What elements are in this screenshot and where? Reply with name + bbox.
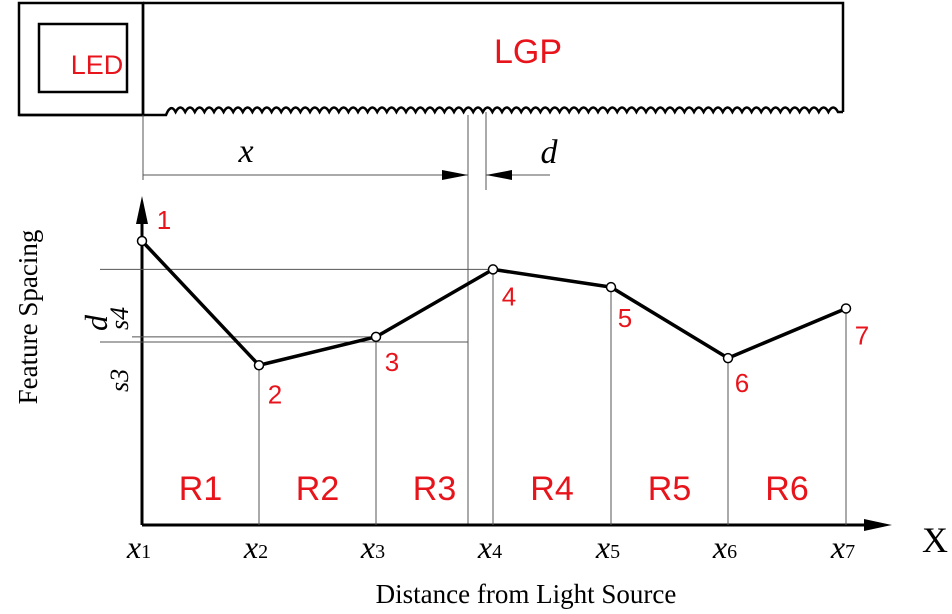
lgp-outline [141,1,845,115]
point-label: 5 [618,303,632,333]
x-tick-label: x5 [595,529,620,565]
x-arrowhead [442,170,468,180]
spacing-polyline [140,239,847,367]
x-axis-arrowhead [864,519,892,531]
point-marker [840,303,852,314]
guide-lines [100,268,847,525]
y-axis-arrowhead [136,196,148,224]
region-labels: R1 R2 R3 R4 R5 R6 [179,470,809,508]
region-label: R3 [413,470,456,508]
region-label: R1 [179,470,222,508]
region-label: R5 [648,470,691,508]
point-marker [136,235,148,247]
x-axis-end-label: X [922,520,948,560]
x-tick-label: x2 [243,529,268,565]
x-tick-label: x4 [477,529,502,565]
d-dimension-label: d [541,134,559,171]
region-label: R2 [296,470,339,508]
point-label: 4 [502,281,516,311]
x-axis-title: Distance from Light Source [376,579,677,609]
point-marker [605,281,617,293]
x-tick-labels: x1 x2 x3 x4 x5 x6 x7 [126,529,855,565]
region-label: R4 [530,470,573,508]
lgp-grooved-bottom [19,106,843,117]
d-arrowhead [486,170,512,180]
point-label: 2 [268,379,282,409]
led-box [37,22,129,94]
s4-label: s4 [105,307,134,330]
spacing-curve [140,239,847,367]
x-tick-label: x3 [360,529,385,565]
point-label: 7 [855,320,869,350]
point-label: 6 [735,368,749,398]
x-tick-label: x1 [126,529,151,565]
x-tick-label: x7 [830,529,855,565]
point-label: 3 [385,347,399,377]
region-label: R6 [765,470,808,508]
y-axis-title: Feature Spacing [13,230,43,405]
point-marker [370,331,382,343]
point-marker [487,264,499,275]
point-marker [722,352,734,364]
x-dimension-label: x [237,133,253,170]
point-marker [253,360,265,371]
data-points: 1 2 3 4 5 6 7 [136,205,869,409]
led-label: LED [71,50,124,80]
point-label: 1 [157,205,171,235]
lgp-label: LGP [494,33,562,71]
x-tick-label: x6 [712,529,737,565]
s3-label: s3 [105,369,134,392]
y-d-label: d [78,314,114,331]
